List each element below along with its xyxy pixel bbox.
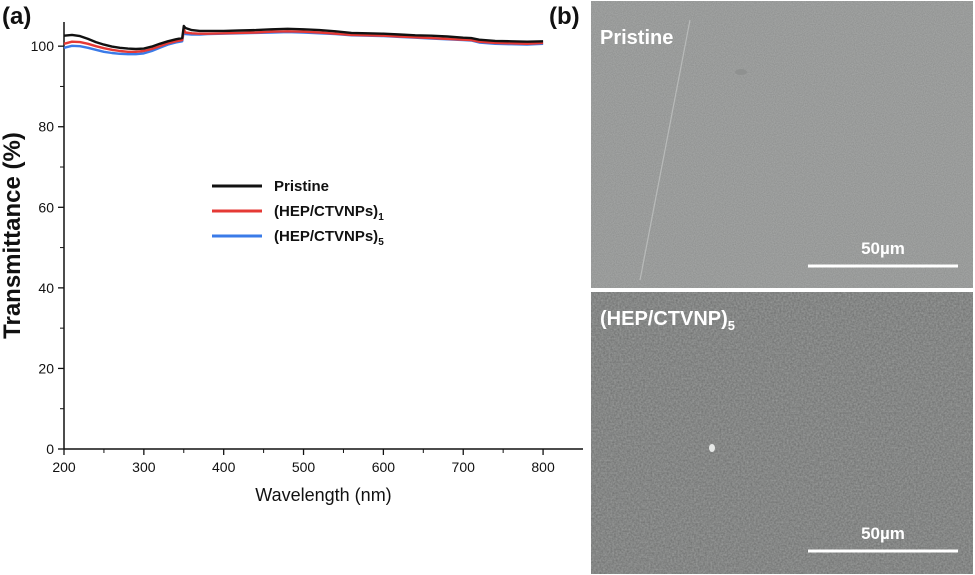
panel-a-label: (a): [2, 3, 31, 30]
x-tick-label: 500: [292, 459, 316, 475]
y-axis-ticks: 0 20 40 60 80 100: [31, 38, 64, 457]
y-tick-label: 0: [46, 441, 54, 457]
sem-particle: [709, 444, 715, 452]
x-tick-label: 300: [132, 459, 156, 475]
legend-entry: (HEP/CTVNPs)1: [274, 203, 384, 223]
y-axis-title: Transmittance (%): [0, 132, 26, 339]
sem-texture: [591, 292, 973, 574]
y-tick-label: 80: [38, 119, 54, 135]
series-line: [63, 28, 544, 53]
sem-divider: [591, 288, 973, 292]
x-axis-ticks: 200 300 400 500 600 700 800: [52, 449, 555, 475]
scale-bar-label-top: 50µm: [861, 239, 905, 258]
x-tick-label: 200: [52, 459, 76, 475]
x-tick-label: 600: [372, 459, 396, 475]
x-tick-label: 800: [531, 459, 555, 475]
sem-scratch-line: [639, 19, 691, 281]
y-tick-label: 20: [38, 360, 54, 376]
legend-entry: (HEP/CTVNPs)5: [274, 228, 384, 248]
y-tick-label: 100: [31, 38, 55, 54]
sem-particle: [735, 69, 747, 75]
x-tick-label: 700: [452, 459, 476, 475]
x-axis-title: Wavelength (nm): [255, 485, 391, 505]
sem-label-hep-ctvnp5: (HEP/CTVNP)5: [600, 308, 735, 333]
series-line: [63, 24, 544, 51]
series-lines: [63, 24, 544, 56]
x-tick-label: 400: [212, 459, 236, 475]
legend-entry: Pristine: [274, 178, 329, 195]
sem-image-pristine: Pristine 50µm: [591, 1, 973, 288]
panel-b-label: (b): [549, 3, 580, 30]
plot-area: 200 300 400 500 600 700 800 0 20 40 60 80 100: [31, 22, 583, 475]
sem-texture: [591, 1, 973, 288]
legend: Pristine (HEP/CTVNPs)1 (HEP/CTVNPs)5: [212, 178, 384, 248]
y-tick-label: 40: [38, 280, 54, 296]
sem-image-hep-ctvnp5: (HEP/CTVNP)5 50µm: [591, 292, 973, 574]
sem-label-pristine: Pristine: [600, 27, 673, 49]
y-tick-label: 60: [38, 199, 54, 215]
scale-bar-label-bottom: 50µm: [861, 524, 905, 543]
